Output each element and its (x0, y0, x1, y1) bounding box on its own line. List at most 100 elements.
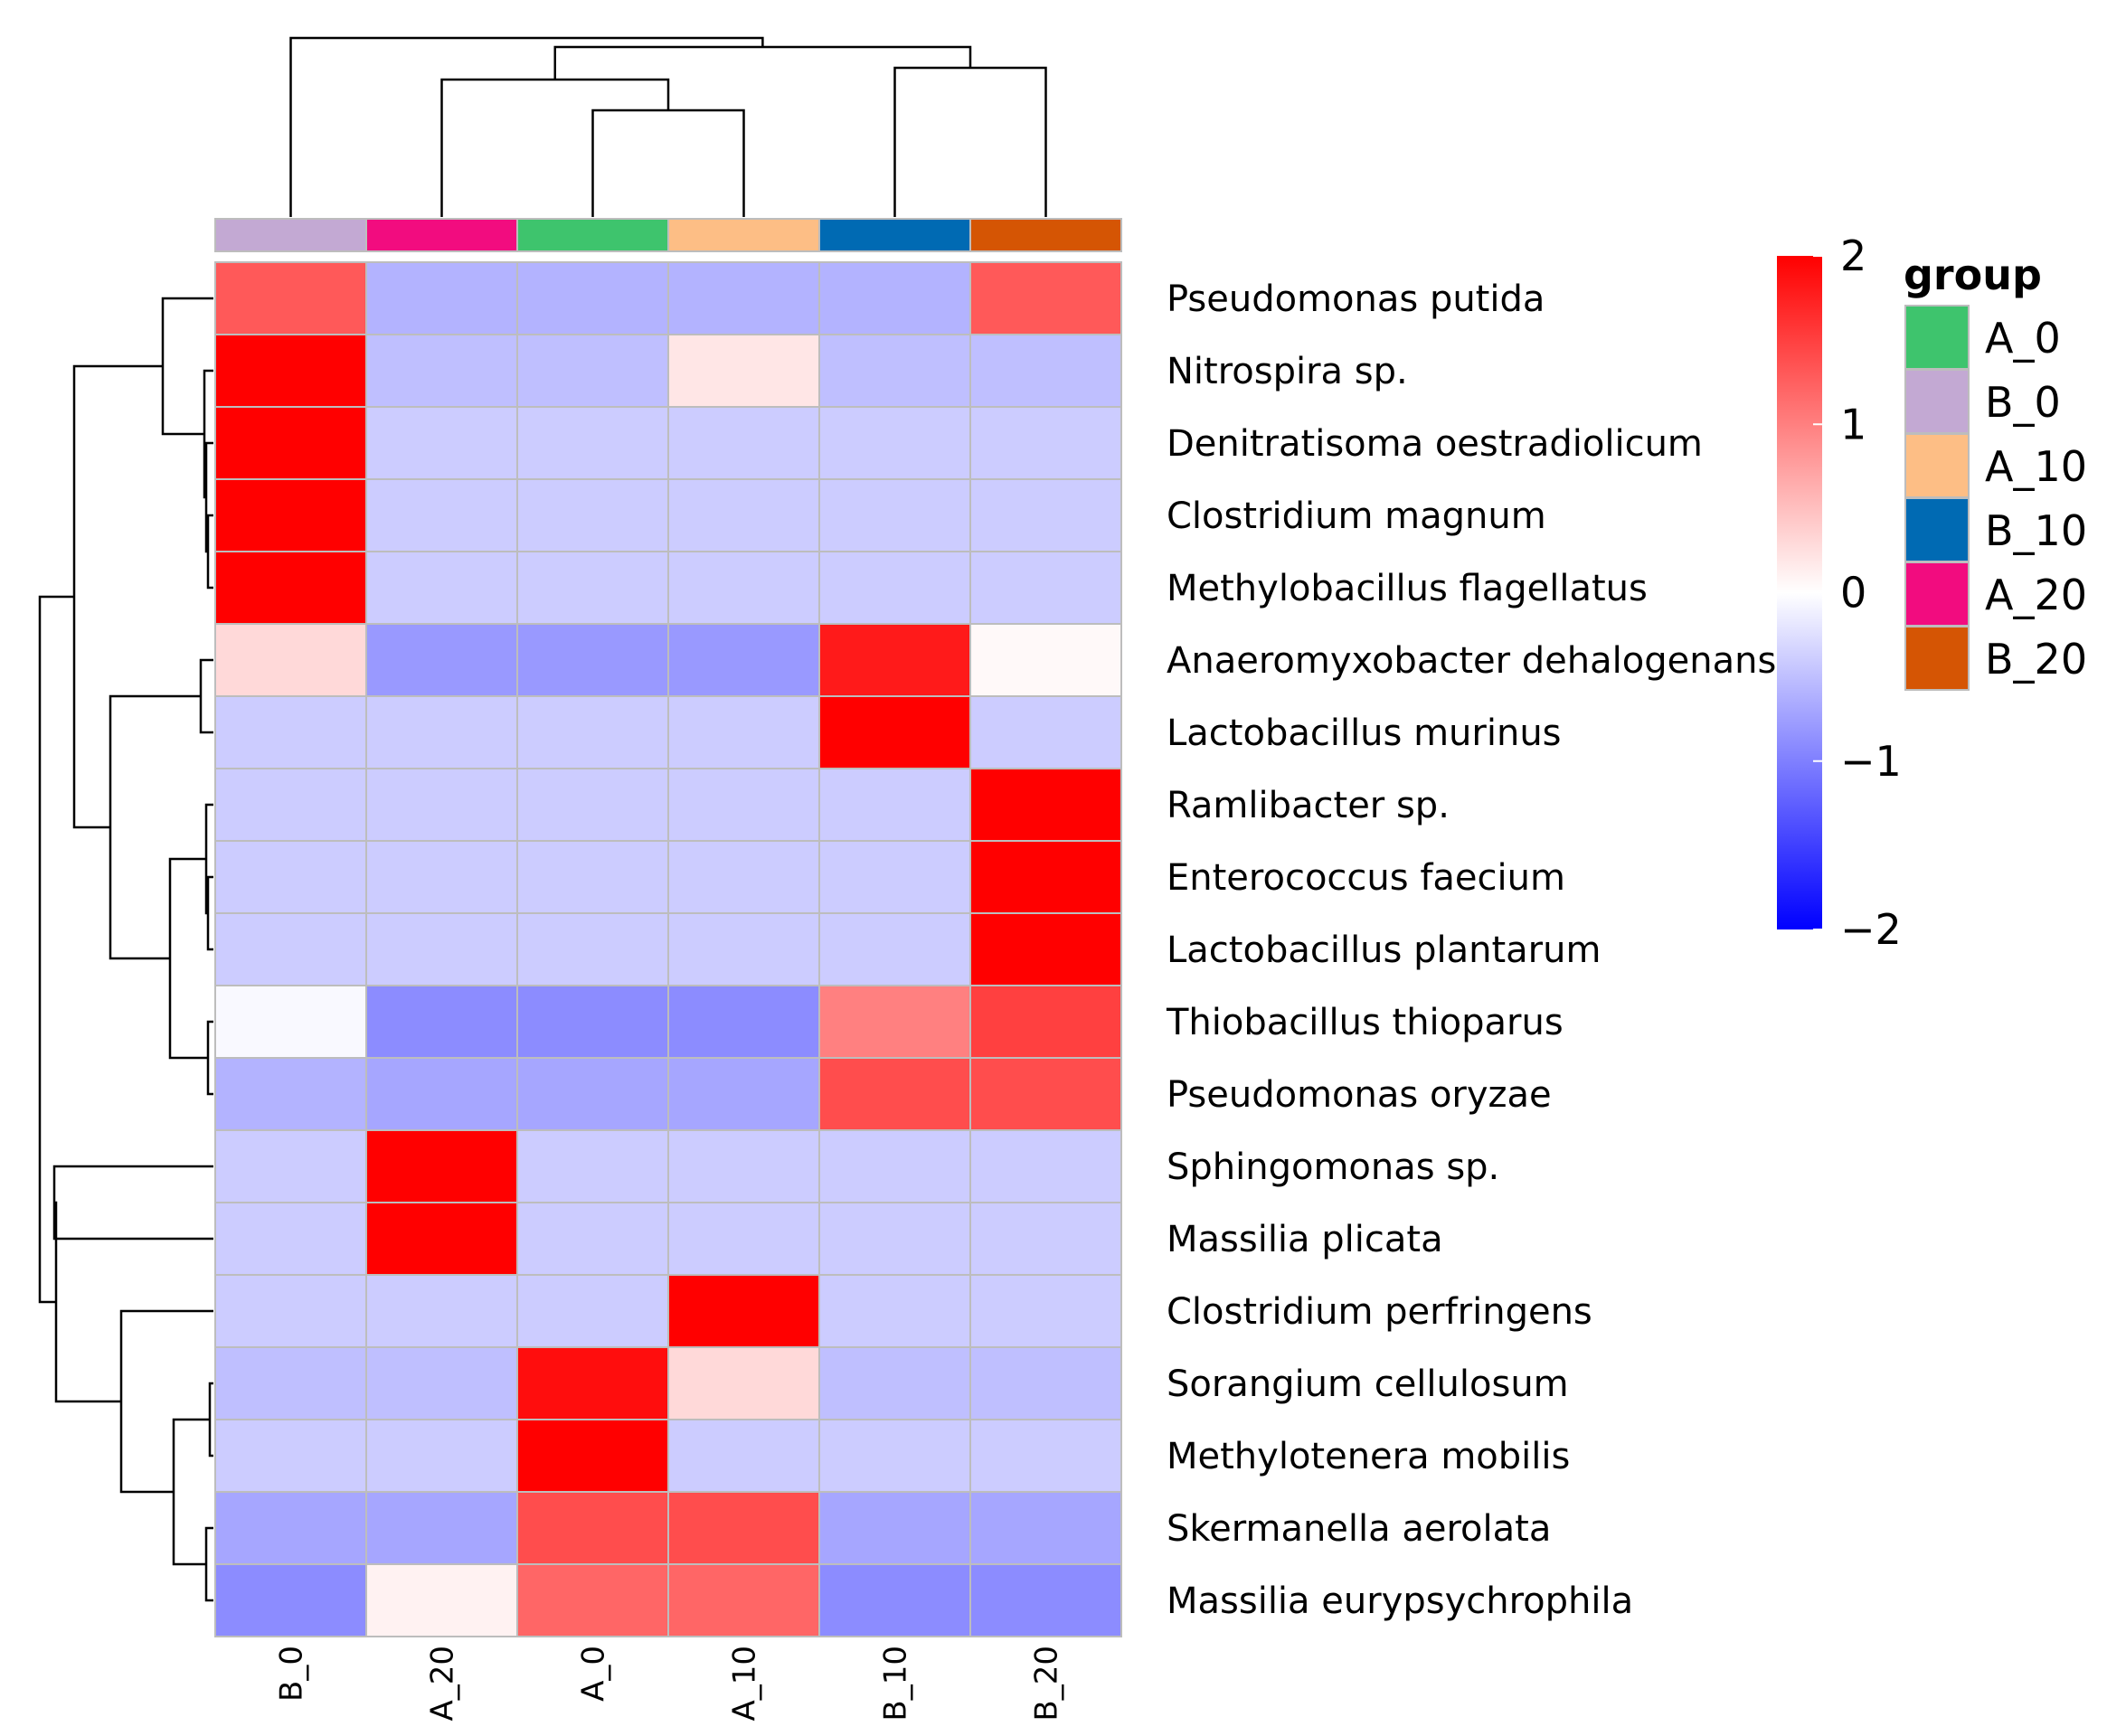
heatmap-cell-pseudomonas-oryzae-b-0 (214, 1057, 367, 1131)
heatmap-cell-thiobacillus-thioparus-b-20 (969, 985, 1122, 1059)
heatmap-cell-methylotenera-mobilis-a-0 (516, 1419, 669, 1493)
heatmap-cell-lactobacillus-murinus-b-0 (214, 695, 367, 769)
group-legend-swatch-a-0 (1904, 305, 1970, 370)
column-labels: B_0 A_20 A_0 A_10 B_10 B_20 (274, 1646, 1065, 1722)
heatmap-cell-massilia-eurypsychrophila-b-0 (214, 1563, 367, 1637)
group-legend-swatch-a-10 (1904, 433, 1970, 498)
heatmap-cell-methylotenera-mobilis-b-20 (969, 1419, 1122, 1493)
heatmap-cell-nitrospira-sp-a-20 (365, 334, 518, 408)
heatmap-cell-massilia-eurypsychrophila-a-0 (516, 1563, 669, 1637)
row-label-methylobacillus-flagellatus: Methylobacillus flagellatus (1167, 568, 1648, 609)
row-label-enterococcus-faecium: Enterococcus faecium (1167, 857, 1565, 899)
heatmap-cell-sorangium-cellulosum-b-10 (818, 1346, 971, 1420)
heatmap-cell-massilia-plicata-a-20 (365, 1202, 518, 1276)
heatmap-cell-lactobacillus-plantarum-a-0 (516, 912, 669, 986)
heatmap-cell-thiobacillus-thioparus-b-10 (818, 985, 971, 1059)
row-dendro-link-5-11 (109, 694, 201, 960)
color-scale-tick-label: 2 (1840, 231, 1866, 280)
heatmap-cell-lactobacillus-murinus-b-10 (818, 695, 971, 769)
heatmap-cell-denitratisoma-oestradiolicum-b-10 (818, 406, 971, 480)
heatmap-cell-anaeromyxobacter-dehalogenans-a-10 (667, 623, 820, 697)
heatmap-cell-denitratisoma-oestradiolicum-a-10 (667, 406, 820, 480)
row-dendro-link-0 (161, 297, 213, 436)
row-dendro-link-12-13 (52, 1165, 213, 1241)
row-labels: Pseudomonas putida Nitrospira sp. Denitrat… (1166, 278, 1776, 1622)
group-legend: group A_0 B_0 A_10 B_10 A_20 B_20 (1904, 250, 2087, 691)
heatmap-cell-methylobacillus-flagellatus-a-0 (516, 551, 669, 625)
heatmap-cell-pseudomonas-oryzae-a-20 (365, 1057, 518, 1131)
row-dendro-link-bottom (54, 1201, 121, 1403)
heatmap-cell-skermanella-aerolata-a-20 (365, 1491, 518, 1565)
heatmap-cell-massilia-eurypsychrophila-a-10 (667, 1563, 820, 1637)
heatmap-cell-methylotenera-mobilis-a-10 (667, 1419, 820, 1493)
heatmap-cell-sorangium-cellulosum-a-10 (667, 1346, 820, 1420)
heatmap-cell-lactobacillus-plantarum-b-10 (818, 912, 971, 986)
heatmap-cell-skermanella-aerolata-a-0 (516, 1491, 669, 1565)
row-dendro-link-15-18 (172, 1418, 210, 1566)
heatmap-cell-nitrospira-sp-b-10 (818, 334, 971, 408)
column-label-b-20: B_20 (1029, 1646, 1065, 1722)
row-dendro-link-7-11 (168, 857, 208, 1060)
heatmap-cell-ramlibacter-sp-b-20 (969, 768, 1122, 842)
heatmap-cell-massilia-plicata-b-0 (214, 1202, 367, 1276)
annotation-cell-b-20 (969, 218, 1122, 252)
heatmap-cell-sphingomonas-sp-a-20 (365, 1129, 518, 1203)
heatmap-cell-sorangium-cellulosum-a-0 (516, 1346, 669, 1420)
annotation-cell-b-10 (818, 218, 971, 252)
heatmap-cell-lactobacillus-murinus-a-20 (365, 695, 518, 769)
group-legend-swatch-b-0 (1904, 369, 1970, 434)
row-dendro-link-15-16 (208, 1382, 213, 1458)
annotation-cell-a-20 (365, 218, 518, 252)
heatmap-cell-sphingomonas-sp-b-0 (214, 1129, 367, 1203)
heatmap-cell-denitratisoma-oestradiolicum-a-0 (516, 406, 669, 480)
color-scale-tick-label: −1 (1840, 737, 1902, 786)
heatmap-cell-methylotenera-mobilis-a-20 (365, 1419, 518, 1493)
heatmap-cell-enterococcus-faecium-a-10 (667, 840, 820, 914)
heatmap-cell-clostridium-magnum-b-10 (818, 478, 971, 552)
heatmap-cell-anaeromyxobacter-dehalogenans-b-10 (818, 623, 971, 697)
heatmap-cell-pseudomonas-putida-a-20 (365, 261, 518, 335)
heatmap-cell-methylobacillus-flagellatus-b-10 (818, 551, 971, 625)
heatmap-cell-enterococcus-faecium-b-10 (818, 840, 971, 914)
row-label-lactobacillus-murinus: Lactobacillus murinus (1167, 712, 1562, 754)
heatmap-cell-methylotenera-mobilis-b-10 (818, 1419, 971, 1493)
heatmap-cell-pseudomonas-oryzae-a-0 (516, 1057, 669, 1131)
heatmap-cell-massilia-eurypsychrophila-b-10 (818, 1563, 971, 1637)
row-dendro-link-8-9 (206, 875, 213, 951)
group-legend-swatch-a-20 (1904, 561, 1970, 627)
row-label-anaeromyxobacter-dehalogenans: Anaeromyxobacter dehalogenans (1167, 640, 1776, 682)
row-dendro-link-2 (204, 441, 213, 553)
heatmap-cell-sphingomonas-sp-b-10 (818, 1129, 971, 1203)
row-label-pseudomonas-oryzae: Pseudomonas oryzae (1167, 1074, 1552, 1116)
heatmap-cell-sorangium-cellulosum-b-20 (969, 1346, 1122, 1420)
annotation-cell-b-0 (214, 218, 367, 252)
heatmap-cell-skermanella-aerolata-b-10 (818, 1491, 971, 1565)
group-legend-label-b-0: B_0 (1985, 378, 2061, 427)
heatmap-cell-clostridium-magnum-a-10 (667, 478, 820, 552)
heatmap-cell-sorangium-cellulosum-b-0 (214, 1346, 367, 1420)
heatmap-cell-methylobacillus-flagellatus-a-20 (365, 551, 518, 625)
heatmap-cell-lactobacillus-murinus-b-20 (969, 695, 1122, 769)
heatmap-cell-clostridium-perfringens-b-0 (214, 1274, 367, 1348)
group-legend-label-b-20: B_20 (1985, 635, 2087, 684)
column-label-b-0: B_0 (274, 1646, 310, 1702)
heatmap-cell-ramlibacter-sp-a-10 (667, 768, 820, 842)
heatmap-cell-anaeromyxobacter-dehalogenans-a-0 (516, 623, 669, 697)
heatmap-cell-nitrospira-sp-a-0 (516, 334, 669, 408)
heatmap-cell-ramlibacter-sp-a-20 (365, 768, 518, 842)
heatmap-cell-clostridium-perfringens-b-20 (969, 1274, 1122, 1348)
column-annotation-bar (214, 218, 1122, 252)
group-legend-swatch-b-10 (1904, 497, 1970, 562)
heatmap-cell-lactobacillus-plantarum-a-10 (667, 912, 820, 986)
col-dendro-link-groups (553, 45, 972, 80)
row-dendro-link-14 (119, 1309, 213, 1494)
heatmap-cell-thiobacillus-thioparus-b-0 (214, 985, 367, 1059)
heatmap-cells (214, 261, 1122, 1637)
color-scale-tick-label: 1 (1840, 400, 1866, 448)
heatmap-cell-massilia-eurypsychrophila-a-20 (365, 1563, 518, 1637)
heatmap-cell-ramlibacter-sp-a-0 (516, 768, 669, 842)
heatmap-cell-sphingomonas-sp-a-10 (667, 1129, 820, 1203)
row-label-skermanella-aerolata: Skermanella aerolata (1167, 1508, 1551, 1550)
col-dendro-link-b10-b20 (893, 66, 1047, 217)
